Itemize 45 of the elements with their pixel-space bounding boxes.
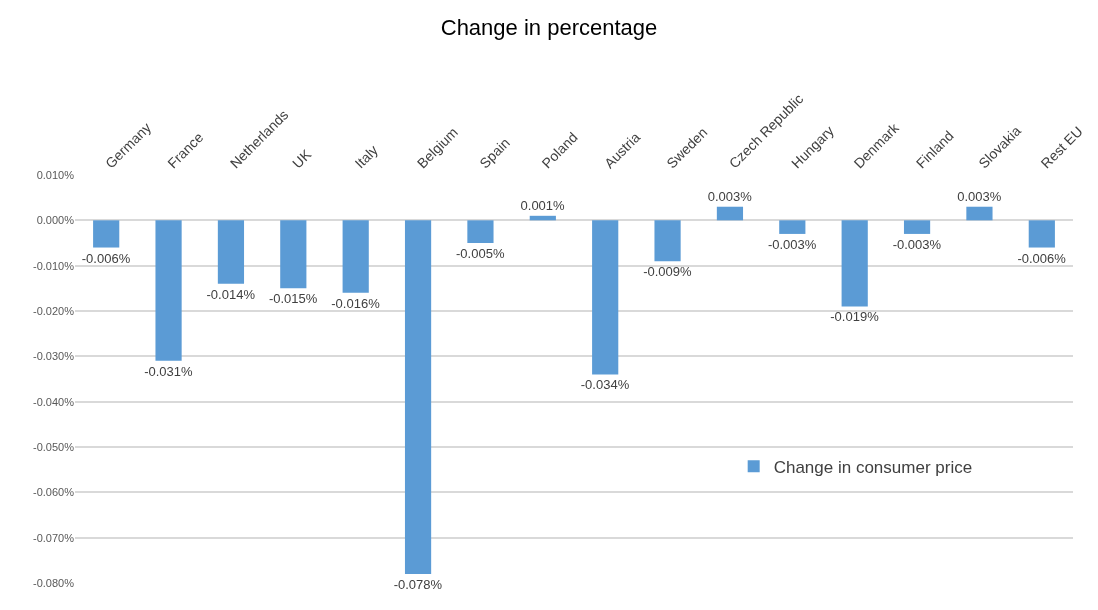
bar <box>966 206 993 221</box>
bar <box>93 220 120 248</box>
y-tick-label: -0.030% <box>33 350 75 363</box>
chart-title: Change in percentage <box>440 15 658 41</box>
data-label: -0.034% <box>580 377 630 393</box>
y-tick-label: -0.050% <box>33 440 75 453</box>
data-label: -0.016% <box>331 295 381 311</box>
y-tick-label: 0.010% <box>36 168 75 181</box>
data-label: -0.019% <box>830 309 880 325</box>
bar <box>404 220 432 574</box>
bar <box>217 220 245 284</box>
bar <box>903 220 931 234</box>
data-label: -0.005% <box>456 246 505 261</box>
y-tick-label: -0.020% <box>33 304 75 317</box>
x-tick-label: Italy <box>351 141 381 172</box>
y-tick-label: 0.000% <box>36 214 75 227</box>
bar <box>654 220 681 262</box>
data-label: -0.006% <box>81 250 131 266</box>
data-label: -0.014% <box>206 286 256 302</box>
data-label: -0.003% <box>892 236 942 252</box>
y-tick-label: -0.040% <box>33 395 75 408</box>
bar <box>342 220 369 293</box>
data-label: 0.001% <box>520 197 566 213</box>
bar <box>592 220 619 375</box>
bar <box>1028 220 1055 248</box>
y-tick-label: -0.080% <box>33 576 75 589</box>
data-label: -0.031% <box>144 363 193 379</box>
bar <box>716 206 744 221</box>
bar <box>779 220 806 234</box>
data-label: -0.015% <box>268 291 318 307</box>
bar <box>841 220 868 307</box>
data-label: 0.003% <box>957 188 1002 204</box>
bar <box>155 220 182 361</box>
y-tick-label: -0.060% <box>33 486 75 499</box>
x-tick-label: UK <box>289 145 315 172</box>
data-label: -0.006% <box>1017 250 1067 266</box>
data-label: -0.009% <box>643 264 692 280</box>
data-label: -0.078% <box>393 576 443 592</box>
data-label: 0.003% <box>707 188 753 204</box>
y-tick-label: -0.070% <box>33 531 75 544</box>
bar <box>467 220 494 243</box>
data-label: -0.003% <box>767 236 817 252</box>
bar <box>280 220 307 289</box>
legend-label: Change in consumer price <box>773 457 973 477</box>
y-tick-label: -0.010% <box>33 259 75 272</box>
